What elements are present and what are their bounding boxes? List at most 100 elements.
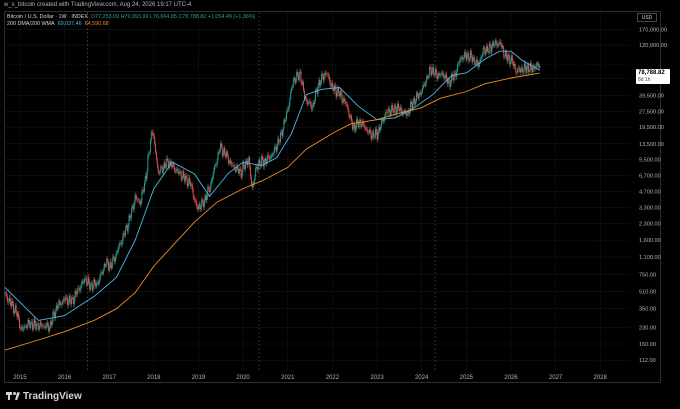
candle	[253, 178, 255, 187]
candle-body	[418, 94, 420, 99]
candle-body	[194, 199, 196, 201]
candle	[308, 99, 310, 107]
candle-body	[102, 272, 103, 274]
candle	[338, 85, 340, 97]
candle	[500, 39, 502, 50]
ma-legend[interactable]: 200 DMA/200 WMA 69,037.46 64,590.68	[7, 21, 109, 27]
candle-body	[490, 45, 492, 53]
candle-body	[297, 75, 299, 81]
candle-body	[279, 141, 281, 143]
candle	[416, 90, 418, 98]
candle	[421, 89, 423, 97]
candle	[459, 56, 461, 66]
candle	[497, 42, 499, 49]
candle-body	[375, 128, 377, 133]
candle-body	[507, 54, 509, 62]
candle	[485, 48, 487, 57]
candle	[281, 129, 283, 140]
candle-body	[217, 152, 219, 160]
candle-body	[407, 110, 409, 114]
candle-body	[31, 321, 32, 324]
candle-body	[110, 261, 112, 269]
candle	[433, 64, 435, 77]
candle	[299, 68, 301, 76]
candle	[339, 88, 341, 100]
candle	[311, 105, 313, 112]
tradingview-logo[interactable]: TradingView	[6, 391, 82, 403]
candle	[348, 108, 350, 119]
x-tick-label: 2015	[13, 375, 27, 381]
candle-body	[14, 305, 16, 311]
candle-body	[37, 323, 39, 330]
candle-body	[50, 321, 52, 326]
candle	[61, 299, 63, 308]
candle	[205, 192, 207, 204]
candle-body	[99, 276, 101, 282]
candle	[417, 92, 419, 101]
candle	[521, 64, 523, 74]
candle-body	[213, 170, 215, 176]
candle-body	[327, 74, 328, 75]
candle	[23, 324, 25, 332]
candle-body	[454, 72, 456, 74]
chart-frame[interactable]	[4, 11, 661, 383]
candle-body	[410, 101, 411, 112]
candle	[145, 173, 147, 182]
candle	[346, 101, 348, 109]
candle	[410, 98, 411, 114]
candle	[401, 106, 403, 117]
candle	[259, 157, 261, 170]
candle	[38, 325, 40, 332]
candle	[238, 166, 240, 176]
candle	[154, 133, 156, 147]
candle-body	[306, 99, 308, 104]
ma-value-blue: 69,037.46	[57, 21, 82, 27]
candle	[165, 163, 167, 170]
candle-body	[16, 312, 18, 318]
symbol-legend[interactable]: Bitcoin / U.S. Dollar · 1W · INDEX O77,2…	[7, 14, 255, 20]
y-tick-label: 13,500.00	[639, 142, 664, 148]
candle	[250, 164, 251, 180]
candle-body	[122, 233, 124, 241]
candle-body	[300, 71, 302, 83]
candle	[32, 324, 34, 332]
candle	[126, 223, 127, 231]
candle-body	[61, 301, 63, 305]
candle	[56, 302, 58, 312]
candle-body	[70, 300, 72, 305]
candle	[204, 193, 206, 203]
y-tick-label: 112.00	[639, 358, 656, 364]
candle-body	[533, 66, 535, 69]
candle	[444, 74, 446, 81]
candle-body	[381, 119, 383, 121]
candle	[28, 317, 30, 325]
candle-body	[484, 47, 486, 55]
candle-body	[96, 282, 98, 284]
candle	[334, 82, 336, 91]
currency-selector[interactable]: USD	[637, 13, 657, 22]
candle-body	[435, 68, 437, 73]
candle	[396, 107, 398, 118]
candle-body	[192, 189, 194, 197]
candle	[342, 97, 344, 106]
candle-body	[167, 158, 168, 161]
candle	[470, 48, 472, 59]
candle	[18, 310, 20, 322]
candle-body	[31, 321, 33, 330]
candle-body	[473, 57, 475, 59]
candle-body	[362, 121, 364, 126]
candle-body	[521, 67, 523, 70]
candle	[265, 155, 267, 167]
candle-body	[206, 196, 208, 201]
candle-body	[20, 327, 22, 329]
candle-body	[228, 162, 230, 164]
candle	[241, 169, 243, 180]
candle-body	[245, 160, 247, 162]
candle-body	[176, 169, 178, 171]
candle	[457, 61, 459, 75]
candle-body	[196, 202, 198, 207]
candle	[388, 105, 390, 113]
candle-body	[138, 200, 140, 202]
candle	[323, 73, 325, 84]
